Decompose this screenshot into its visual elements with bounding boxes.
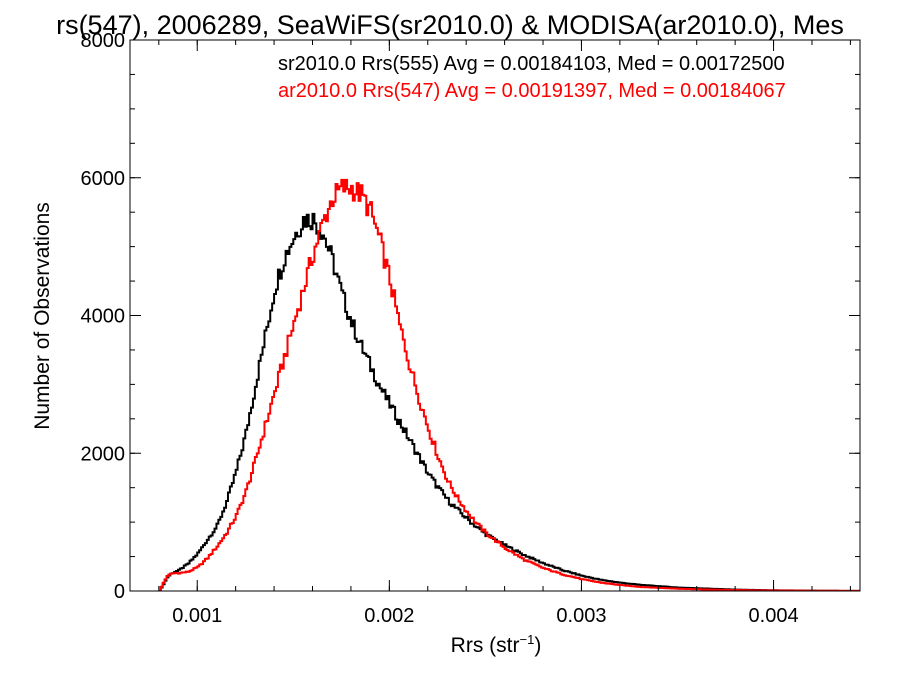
y-tick-label: 6000 [81,168,126,190]
legend-entry-red: ar2010.0 Rrs(547) Avg = 0.00191397, Med … [278,80,786,102]
x-axis-label-close: ) [534,634,541,657]
x-tick-label: 0.002 [364,605,414,627]
y-tick-label: 2000 [81,443,126,465]
x-axis-label-superscript: −1 [520,632,535,647]
histogram-series-1 [158,178,860,591]
x-tick-label: 0.004 [749,605,799,627]
y-tick-label: 0 [114,581,125,603]
chart-title: rs(547), 2006289, SeaWiFS(sr2010.0) & MO… [56,10,844,40]
legend-entry-black: sr2010.0 Rrs(555) Avg = 0.00184103, Med … [278,53,785,75]
x-tick-label: 0.003 [556,605,606,627]
y-axis-label: Number of Observations [31,202,54,430]
x-axis-label: Rrs (str−1) [451,632,542,657]
axes-layer: 0.001 0.002 0.003 0.004 0 2000 4000 6000 8000 [81,30,861,627]
histogram-series-0 [158,212,860,591]
x-tick-label: 0.001 [172,605,222,627]
series-layer [158,178,860,591]
y-tick-label: 4000 [81,306,126,328]
x-axis-label-main: Rrs (str [451,634,520,657]
y-tick-label: 8000 [81,30,126,52]
